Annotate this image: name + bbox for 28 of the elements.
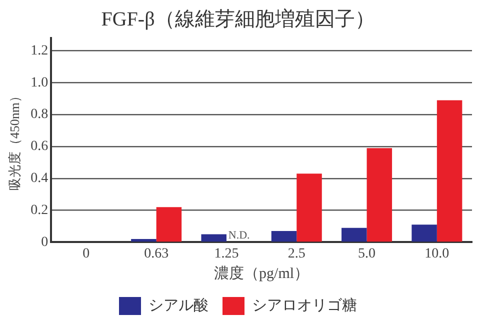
x-tick-label: 1.25 xyxy=(214,246,239,262)
bar xyxy=(342,228,367,242)
x-tick-label: 0.63 xyxy=(144,246,169,262)
legend-label: シアル酸 xyxy=(148,296,208,314)
bar xyxy=(131,239,156,242)
y-tick-label: 1.0 xyxy=(30,75,48,90)
bar xyxy=(412,224,437,242)
x-tick-label: 2.5 xyxy=(288,246,306,262)
legend-label: シアロオリゴ糖 xyxy=(252,296,357,314)
y-tick-label: 0.6 xyxy=(30,139,48,154)
y-tick-label: 1.2 xyxy=(30,43,48,58)
bar xyxy=(201,234,226,242)
bar xyxy=(296,174,322,242)
x-tick-label: 5.0 xyxy=(358,246,376,262)
y-axis-title: 吸光度（450nm） xyxy=(7,90,22,191)
bar xyxy=(156,207,182,242)
bar xyxy=(271,231,297,242)
x-axis-title: 濃度（pg/ml） xyxy=(214,264,310,282)
annotation: N.D. xyxy=(228,230,250,242)
x-tick-label: 0 xyxy=(82,246,90,262)
y-tick-label: 0 xyxy=(41,234,48,250)
y-tick-label: 0.2 xyxy=(30,202,48,218)
y-tick-label: 0.8 xyxy=(30,107,48,122)
x-tick-label: 10.0 xyxy=(424,246,450,262)
bar xyxy=(436,100,462,242)
chart-title: FGF-β（線維芽細胞増殖因子） xyxy=(101,7,375,30)
bar xyxy=(366,148,392,242)
y-tick-label: 0.4 xyxy=(30,171,48,186)
